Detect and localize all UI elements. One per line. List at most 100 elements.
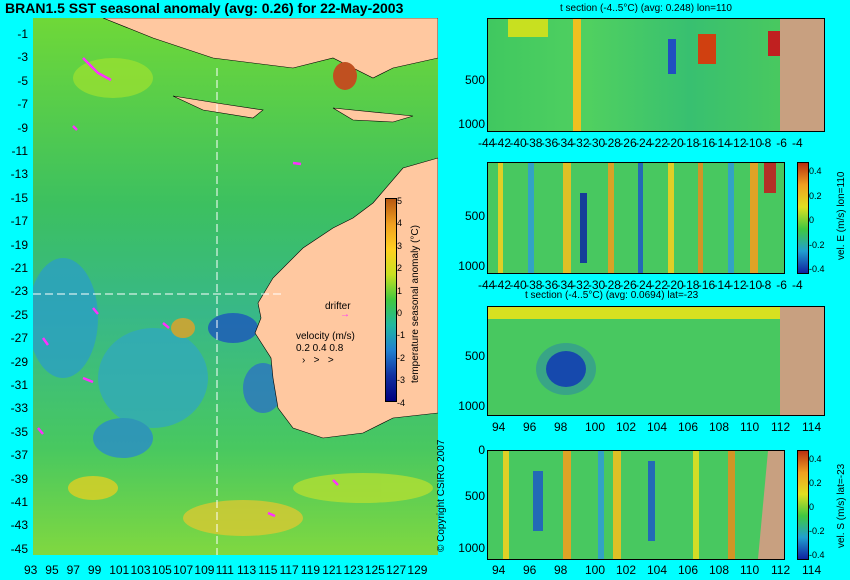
map-colorbar-tick: 3 xyxy=(397,240,403,251)
p1-x-tick: -44 xyxy=(478,136,496,150)
lat-label: -3 xyxy=(17,50,28,65)
map-colorbar-tick: 5 xyxy=(397,196,403,206)
p1-x-tick: -16 xyxy=(697,136,716,150)
drifter-label: drifter xyxy=(325,301,351,312)
velocity-scale: 0.2 0.4 0.8 xyxy=(296,343,344,354)
lat-label: -25 xyxy=(10,307,28,322)
colorbar-tick: 0.2 xyxy=(809,190,822,201)
p3-x-tick: 112 xyxy=(771,420,791,434)
lon-label: 107 xyxy=(173,563,194,577)
p3-x-tick: 110 xyxy=(740,420,760,434)
p1-x-tick: -42 xyxy=(493,136,512,150)
p2-x-tick: -10 xyxy=(744,278,763,292)
p4-x-tick: 98 xyxy=(554,563,568,577)
lon-label: 115 xyxy=(258,563,278,577)
p1-y-tick: 500 xyxy=(464,73,485,87)
p2-x-tick: -6 xyxy=(776,278,787,292)
p2-x-tick: -26 xyxy=(619,278,637,292)
p2-x-tick: -20 xyxy=(666,278,684,292)
lon-label: 95 xyxy=(45,563,59,577)
panel2-colorbar xyxy=(797,162,809,274)
p3-x-tick: 96 xyxy=(523,420,537,434)
p1-x-tick: -4 xyxy=(792,136,803,150)
p4-x-tick: 102 xyxy=(616,563,637,577)
lat-label: -9 xyxy=(17,120,28,135)
p4-x-tick: 106 xyxy=(678,563,699,577)
panel4-section[interactable] xyxy=(487,450,785,560)
lat-label: -17 xyxy=(10,214,28,229)
lat-label: -45 xyxy=(10,541,28,556)
p4-x-tick: 100 xyxy=(585,563,606,577)
lat-label: -21 xyxy=(10,261,28,275)
map-colorbar-tick: -2 xyxy=(397,352,406,363)
panel1-title: t section (-4..5°C) (avg: 0.248) lon=110 xyxy=(560,3,732,14)
lat-label: -5 xyxy=(17,73,28,88)
p3-x-tick: 106 xyxy=(678,420,699,434)
lat-label: -35 xyxy=(10,424,28,439)
lon-label: 125 xyxy=(364,563,385,577)
lon-label: 105 xyxy=(151,563,172,577)
p2-y-tick: 500 xyxy=(464,209,485,223)
p1-x-tick: -26 xyxy=(619,136,637,150)
velocity-label: velocity (m/s) xyxy=(296,331,355,342)
p4-x-tick: 94 xyxy=(492,563,506,577)
panel1-section[interactable] xyxy=(487,18,825,132)
p2-x-tick: -8 xyxy=(760,278,772,292)
lon-label: 111 xyxy=(215,563,234,577)
copyright: © Copyright CSIRO 2007 xyxy=(436,439,447,552)
lat-label: -1 xyxy=(17,27,28,41)
p4-y-tick: 1000 xyxy=(458,541,485,555)
panel3-section[interactable] xyxy=(487,306,825,416)
sst-anomaly-map[interactable] xyxy=(33,18,438,555)
lat-label: -29 xyxy=(10,354,28,369)
map-colorbar-tick: -4 xyxy=(397,397,406,408)
map-colorbar-tick: 2 xyxy=(397,263,403,274)
colorbar-tick: 0 xyxy=(809,215,815,225)
lat-label: -37 xyxy=(10,448,28,463)
p2-x-tick: -36 xyxy=(540,278,559,292)
p1-x-tick: -36 xyxy=(540,136,559,150)
p2-x-tick: -32 xyxy=(572,278,590,292)
lon-label: 113 xyxy=(237,563,257,577)
map-colorbar-tick: 0 xyxy=(397,308,403,318)
p2-x-tick: -42 xyxy=(493,278,512,292)
panel2-section[interactable] xyxy=(487,162,785,274)
colorbar-tick: 0.4 xyxy=(809,454,822,464)
p2-x-tick: -18 xyxy=(682,278,700,292)
p2-y-tick: 1000 xyxy=(458,259,485,273)
map-colorbar-tick: 4 xyxy=(397,218,403,229)
p4-x-tick: 96 xyxy=(523,563,537,577)
p2-x-tick: -28 xyxy=(603,278,621,292)
p1-x-tick: -12 xyxy=(729,136,747,150)
p2-x-tick: -34 xyxy=(556,278,574,292)
p3-x-tick: 108 xyxy=(709,420,730,434)
p4-x-tick: 112 xyxy=(771,563,791,577)
p1-x-tick: -20 xyxy=(666,136,684,150)
lat-label: -43 xyxy=(10,518,28,533)
p1-y-tick: 1000 xyxy=(458,117,485,131)
p1-x-tick: -6 xyxy=(776,136,787,150)
p2-x-tick: -14 xyxy=(713,278,731,292)
p3-y-tick: 1000 xyxy=(458,399,485,413)
p1-x-tick: -14 xyxy=(713,136,731,150)
p3-x-tick: 114 xyxy=(802,420,822,434)
lon-label: 99 xyxy=(87,563,102,577)
p1-x-tick: -34 xyxy=(556,136,574,150)
p4-x-tick: 104 xyxy=(647,563,668,577)
lon-label: 97 xyxy=(66,563,80,577)
map-colorbar-tick: 1 xyxy=(397,285,403,296)
p1-x-tick: -8 xyxy=(760,136,772,150)
lon-label: 109 xyxy=(194,563,215,577)
p2-x-tick: -22 xyxy=(650,278,669,292)
colorbar-tick: -0.4 xyxy=(809,550,825,560)
p2-x-tick: -38 xyxy=(525,278,543,292)
lon-label: 119 xyxy=(300,563,321,577)
lon-label: 117 xyxy=(279,563,299,577)
p2-x-tick: -44 xyxy=(478,278,496,292)
colorbar-tick: 0.4 xyxy=(809,166,822,176)
p3-x-tick: 98 xyxy=(554,420,568,434)
lat-label: -41 xyxy=(10,495,28,509)
p2-x-tick: -12 xyxy=(729,278,747,292)
lon-label: 127 xyxy=(386,563,407,577)
lon-label: 101 xyxy=(109,563,130,577)
